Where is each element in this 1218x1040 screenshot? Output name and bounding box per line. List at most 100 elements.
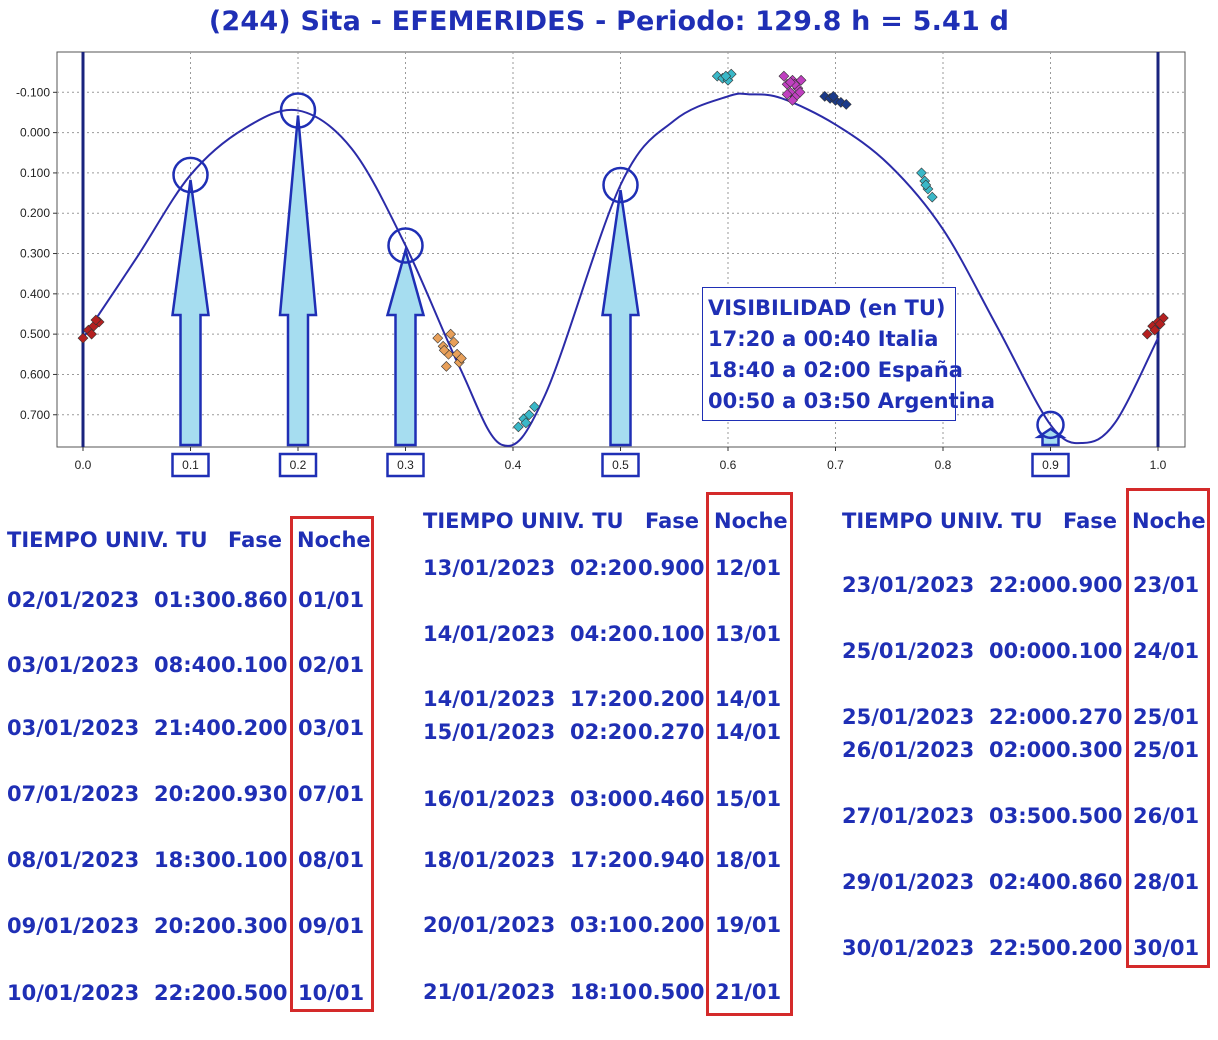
- cell-date: 07/01/2023: [7, 782, 140, 806]
- cell-night: 25/01: [1133, 705, 1200, 729]
- observation-series: [916, 167, 938, 203]
- data-point: [787, 94, 798, 106]
- data-point: [438, 344, 450, 356]
- cell-night: 09/01: [298, 914, 365, 938]
- marked-phase-box: [171, 452, 210, 478]
- header-time: TIEMPO UNIV. TU: [7, 528, 208, 552]
- y-tick-label: 0.600: [20, 367, 50, 381]
- data-point: [784, 76, 796, 88]
- cell-date: 14/01/2023: [423, 622, 556, 646]
- cell-date: 26/01/2023: [842, 738, 975, 762]
- header-phase: Fase: [645, 509, 700, 533]
- cell-time: 18:10: [570, 980, 637, 1004]
- x-tick-label: 0.8: [935, 458, 952, 472]
- cell-night: 14/01: [715, 720, 782, 744]
- phase-marker-circle: [1036, 410, 1065, 440]
- cell-phase: 0.200: [638, 687, 705, 711]
- cell-date: 25/01/2023: [842, 705, 975, 729]
- cell-date: 10/01/2023: [7, 981, 140, 1005]
- cell-time: 00:00: [989, 639, 1056, 663]
- cell-time: 22:20: [154, 981, 221, 1005]
- cell-time: 22:00: [989, 573, 1056, 597]
- data-point: [520, 417, 532, 429]
- data-point: [795, 74, 807, 86]
- grid: [57, 52, 1185, 447]
- cell-phase: 0.860: [1056, 870, 1123, 894]
- cell-night: 21/01: [715, 980, 782, 1004]
- phase-marker-circle: [172, 156, 209, 194]
- header-phase: Fase: [228, 528, 283, 552]
- cell-date: 23/01/2023: [842, 573, 975, 597]
- data-point: [445, 328, 457, 340]
- observation-series: [778, 70, 807, 106]
- cell-phase: 0.900: [638, 556, 705, 580]
- cell-date: 13/01/2023: [423, 556, 556, 580]
- cell-time: 22:00: [989, 705, 1056, 729]
- cell-phase: 0.270: [1056, 705, 1123, 729]
- lightcurve-fit: [82, 92, 1159, 447]
- cell-date: 29/01/2023: [842, 870, 975, 894]
- cell-night: 14/01: [715, 687, 782, 711]
- cell-time: 02:20: [570, 720, 637, 744]
- cell-date: 03/01/2023: [7, 716, 140, 740]
- phase-marker-circle: [279, 92, 317, 129]
- cell-night: 18/01: [715, 848, 782, 872]
- cell-phase: 0.300: [1056, 738, 1123, 762]
- cell-night: 24/01: [1133, 639, 1200, 663]
- data-point: [926, 191, 938, 203]
- y-tick-label: 0.000: [20, 126, 50, 140]
- chart-title: (244) Sita - EFEMERIDES - Periodo: 129.8…: [208, 6, 1010, 37]
- x-tick-label: 0.3: [397, 458, 414, 472]
- cell-date: 18/01/2023: [423, 848, 556, 872]
- cell-time: 17:20: [570, 848, 637, 872]
- data-point: [827, 90, 839, 102]
- data-point: [86, 328, 97, 340]
- cell-night: 01/01: [298, 588, 365, 612]
- y-tick-label: 0.100: [20, 166, 50, 180]
- cell-date: 30/01/2023: [842, 936, 975, 960]
- cell-time: 18:30: [154, 848, 221, 872]
- x-tick-label: 0.4: [505, 458, 522, 472]
- observation-series: [1141, 312, 1169, 340]
- cell-phase: 0.460: [638, 787, 705, 811]
- marked-phase-box: [601, 452, 640, 478]
- cell-phase: 0.200: [221, 716, 288, 740]
- marked-phase-box: [1031, 452, 1070, 478]
- x-tick-label: 1.0: [1150, 458, 1167, 472]
- cell-phase: 0.100: [638, 622, 705, 646]
- phase-arrow: [171, 179, 210, 447]
- visibility-line-argentina: 00:50 a 03:50 Argentina: [708, 389, 995, 413]
- cell-time: 02:00: [989, 738, 1056, 762]
- cell-night: 02/01: [298, 653, 365, 677]
- data-point: [523, 409, 535, 421]
- cell-phase: 0.100: [221, 848, 288, 872]
- cell-night: 12/01: [715, 556, 782, 580]
- cell-night: 28/01: [1133, 870, 1200, 894]
- x-tick-label: 0.5: [612, 458, 629, 472]
- cell-night: 23/01: [1133, 573, 1200, 597]
- data-point: [794, 86, 806, 98]
- data-point: [1154, 318, 1166, 330]
- cell-phase: 0.500: [221, 981, 288, 1005]
- phase-arrow: [278, 115, 318, 447]
- data-point: [1149, 324, 1161, 336]
- cell-date: 21/01/2023: [423, 980, 556, 1004]
- night-column-highlight: [706, 492, 793, 1016]
- header-time: TIEMPO UNIV. TU: [842, 509, 1043, 533]
- x-tick-label: 0.7: [827, 458, 844, 472]
- data-point: [920, 179, 932, 191]
- x-tick-label: 0.2: [290, 458, 307, 472]
- data-point: [448, 336, 460, 348]
- cell-phase: 0.200: [638, 913, 705, 937]
- cell-phase: 0.270: [638, 720, 705, 744]
- header-night: Noche: [297, 528, 371, 552]
- cell-date: 02/01/2023: [7, 588, 140, 612]
- cell-phase: 0.860: [221, 588, 288, 612]
- observation-series: [77, 314, 105, 344]
- cell-date: 14/01/2023: [423, 687, 556, 711]
- data-point: [916, 167, 927, 179]
- data-point: [840, 99, 852, 110]
- cell-night: 10/01: [298, 981, 365, 1005]
- cell-phase: 0.200: [1056, 936, 1123, 960]
- data-point: [513, 421, 524, 433]
